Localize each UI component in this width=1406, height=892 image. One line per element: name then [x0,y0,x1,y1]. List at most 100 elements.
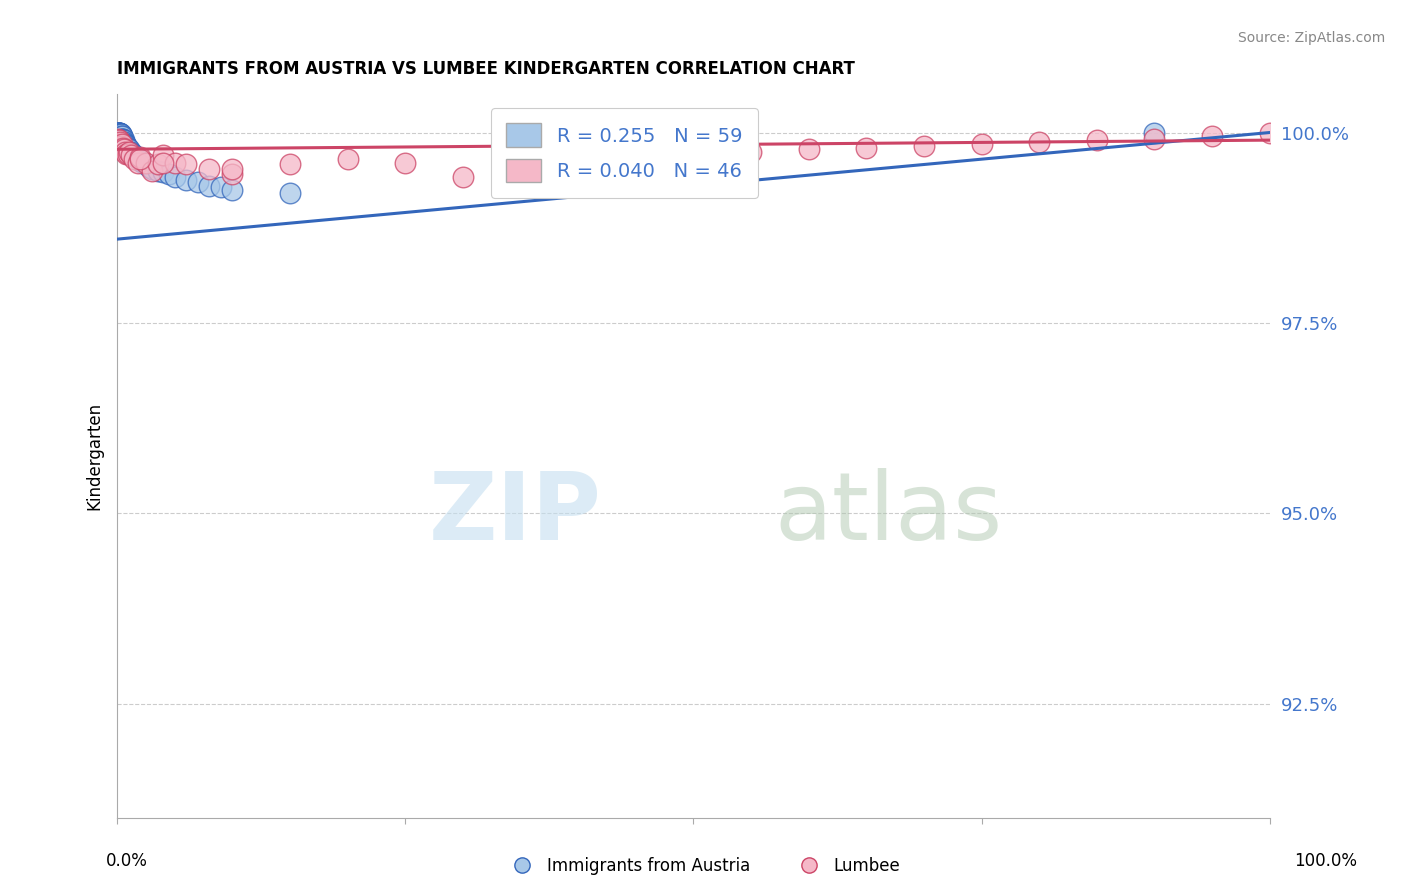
Point [114,138,136,153]
Point [112,135,135,149]
Point [108,136,131,151]
Point [112,133,135,147]
Point [117,141,139,155]
Point [509,157,531,171]
Point [115,141,138,155]
Point [278,157,301,171]
Point [141,162,163,177]
Point [111,131,134,145]
Point [110,129,132,144]
Point [120,148,142,162]
Point [117,142,139,156]
Point [114,136,136,151]
Point [135,156,157,170]
Point [176,172,198,186]
Legend: Immigrants from Austria, Lumbee: Immigrants from Austria, Lumbee [499,851,907,882]
Point [115,139,138,153]
Point [117,146,139,161]
Point [108,126,131,140]
Point [111,136,134,151]
Point [129,154,152,169]
Point [163,169,186,184]
Point [624,148,647,162]
Point [121,146,143,161]
Point [120,145,142,159]
Point [176,157,198,171]
Point [157,168,180,182]
Point [209,180,232,194]
Point [682,146,704,161]
Point [118,145,141,159]
Legend: R = 0.255   N = 59, R = 0.040   N = 46: R = 0.255 N = 59, R = 0.040 N = 46 [491,108,758,198]
Point [115,146,138,161]
Text: 100.0%: 100.0% [1294,852,1357,870]
Point [152,156,174,170]
Point [118,145,141,159]
Point [146,157,169,171]
Point [221,168,243,182]
Point [740,145,762,159]
Point [114,136,136,151]
Point [198,162,221,177]
Point [108,129,131,144]
Y-axis label: Kindergarten: Kindergarten [86,402,103,510]
Point [152,165,174,179]
Point [187,175,209,189]
Point [110,127,132,141]
Point [131,156,153,170]
Point [124,152,146,166]
Point [127,152,149,166]
Point [124,150,146,164]
Point [108,129,131,144]
Point [163,156,186,170]
Point [127,156,149,170]
Point [394,156,416,170]
Point [152,148,174,162]
Point [108,126,131,140]
Point [108,127,131,141]
Point [146,163,169,178]
Point [110,127,132,141]
Point [451,169,474,184]
Point [108,126,131,140]
Point [1258,126,1281,140]
Text: 0.0%: 0.0% [105,852,148,870]
Point [198,178,221,193]
Point [1085,133,1108,147]
Text: IMMIGRANTS FROM AUSTRIA VS LUMBEE KINDERGARTEN CORRELATION CHART: IMMIGRANTS FROM AUSTRIA VS LUMBEE KINDER… [117,60,855,78]
Point [970,136,993,151]
Point [107,131,129,145]
Point [108,126,131,140]
Point [112,142,135,156]
Point [110,139,132,153]
Point [112,135,135,149]
Point [797,142,820,156]
Point [135,157,157,171]
Point [110,129,132,144]
Point [278,186,301,201]
Point [221,162,243,177]
Point [107,126,129,140]
Point [1143,131,1166,145]
Point [114,145,136,159]
Point [912,139,935,153]
Point [129,150,152,164]
Text: Source: ZipAtlas.com: Source: ZipAtlas.com [1237,31,1385,45]
Point [108,133,131,147]
Point [108,126,131,140]
Point [111,131,134,145]
Point [111,131,134,145]
Point [855,141,877,155]
Point [110,127,132,141]
Point [122,146,145,161]
Text: ZIP: ZIP [429,468,602,560]
Point [111,129,134,144]
Point [336,152,359,166]
Point [141,163,163,178]
Point [1143,126,1166,140]
Point [1201,129,1223,144]
Point [124,148,146,162]
Point [111,133,134,147]
Point [107,126,129,140]
Point [129,152,152,166]
